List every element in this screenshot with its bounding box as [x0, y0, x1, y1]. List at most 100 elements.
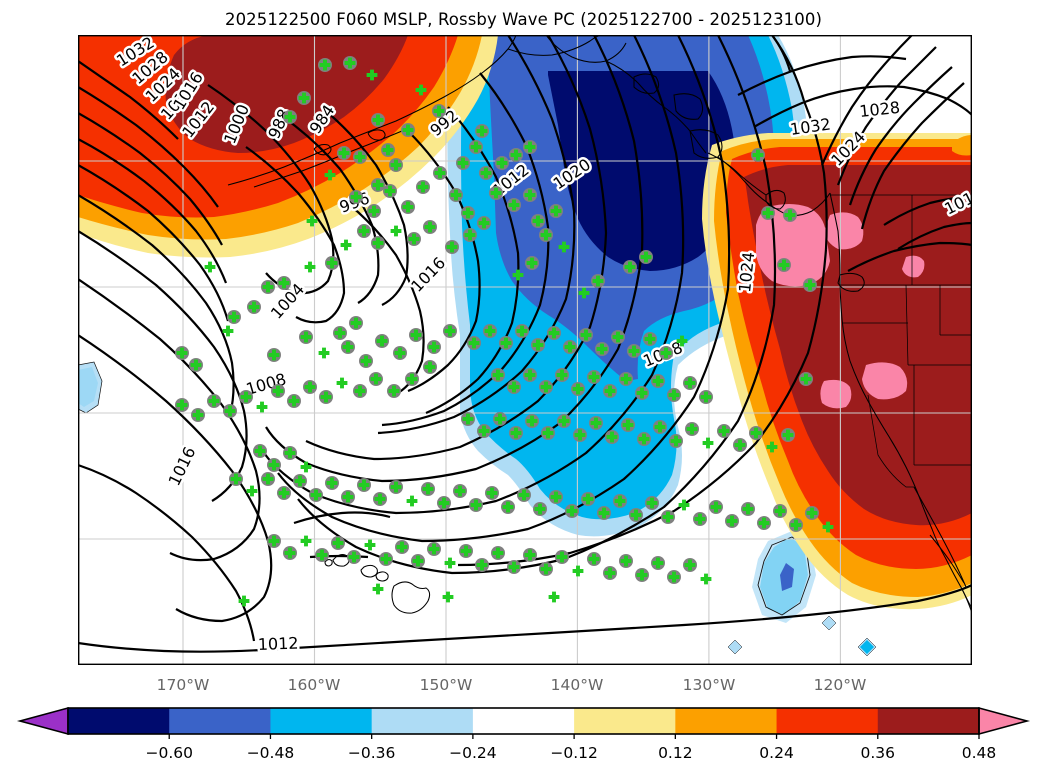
- colorbar-tick-label: −0.60: [145, 744, 193, 762]
- marker-plus: [524, 369, 536, 381]
- colorbar-band[interactable]: [776, 708, 879, 734]
- marker-plus: [526, 415, 538, 427]
- marker-plus: [588, 553, 600, 565]
- marker-plus: [556, 551, 568, 563]
- marker-plus: [480, 167, 492, 179]
- marker-plus: [228, 311, 240, 323]
- marker-plus: [548, 327, 560, 339]
- marker-plus: [550, 491, 562, 503]
- xtick-label-170W: 170°W: [156, 676, 210, 694]
- marker-plus: [438, 497, 450, 509]
- marker-plus: [604, 567, 616, 579]
- marker-plus: [638, 433, 650, 445]
- map-plot[interactable]: 1032103210281028102410241020102010161016…: [78, 35, 972, 665]
- marker-plus: [800, 373, 812, 385]
- marker-plus: [464, 229, 476, 241]
- marker-plus: [654, 421, 666, 433]
- marker-plus: [540, 381, 552, 393]
- marker-plus: [394, 347, 406, 359]
- marker-plus: [390, 225, 402, 237]
- map-axes[interactable]: 1032 1032 1028 1028 1024 1024 1020 1020 1016 1016…: [78, 35, 972, 694]
- marker-plus: [424, 221, 436, 233]
- marker-plus: [288, 395, 300, 407]
- marker-plus: [582, 493, 594, 505]
- marker-plus: [574, 429, 586, 441]
- colorbar-band[interactable]: [169, 708, 271, 734]
- colorbar-svg[interactable]: −0.60 −0.48 −0.36 −0.24 −0.12 0.12 0.24 0.36 0.4…: [0, 700, 1047, 765]
- xtick-label-120W: 120°W: [813, 676, 867, 694]
- marker-plus: [694, 513, 706, 525]
- colorbar-band[interactable]: [877, 708, 980, 734]
- marker-plus: [268, 459, 280, 471]
- marker-plus: [726, 515, 738, 527]
- marker-plus: [652, 375, 664, 387]
- marker-plus: [558, 415, 570, 427]
- marker-plus: [476, 125, 488, 137]
- marker-plus: [272, 385, 284, 397]
- marker-plus: [428, 341, 440, 353]
- coastlines: [227, 35, 972, 614]
- colorbar-band[interactable]: [371, 708, 474, 734]
- marker-plus: [344, 57, 356, 69]
- marker-plus: [508, 199, 520, 211]
- marker-plus: [354, 385, 366, 397]
- colorbar-tick-label: 0.48: [962, 744, 997, 762]
- marker-plus: [320, 391, 332, 403]
- marker-plus: [262, 281, 274, 293]
- marker-plus: [700, 573, 712, 585]
- marker-plus: [240, 391, 252, 403]
- colorbar-band[interactable]: [472, 708, 575, 734]
- marker-plus: [508, 381, 520, 393]
- marker-plus: [433, 105, 445, 117]
- marker-plus: [500, 337, 512, 349]
- marker-plus: [596, 343, 608, 355]
- marker-plus: [564, 341, 576, 353]
- marker-plus: [606, 431, 618, 443]
- marker-plus: [700, 391, 712, 403]
- marker-plus: [248, 301, 260, 313]
- marker-plus: [540, 229, 552, 241]
- colorbar-tick-label: −0.24: [449, 744, 497, 762]
- marker-plus: [750, 427, 762, 439]
- marker-plus: [450, 189, 462, 201]
- marker-plus: [676, 335, 688, 347]
- marker-plus: [494, 413, 506, 425]
- marker-plus: [590, 417, 602, 429]
- marker-plus: [580, 329, 592, 341]
- marker-plus: [300, 461, 312, 473]
- marker-plus: [518, 489, 530, 501]
- colorbar-band[interactable]: [574, 708, 676, 734]
- marker-plus: [668, 571, 680, 583]
- marker-plus: [734, 439, 746, 451]
- marker-plus: [406, 373, 418, 385]
- marker-plus: [592, 275, 604, 287]
- colorbar-extend-max[interactable]: [978, 706, 1031, 736]
- colorbar-band[interactable]: [675, 708, 777, 734]
- colorbar-tick-label: 0.12: [658, 744, 693, 762]
- marker-plus: [246, 485, 258, 497]
- marker-plus: [556, 369, 568, 381]
- marker-plus: [376, 335, 388, 347]
- marker-plus: [766, 441, 778, 453]
- colorbar-tick-label: 0.24: [759, 744, 794, 762]
- marker-plus: [624, 261, 636, 273]
- colorbar-band[interactable]: [68, 708, 170, 734]
- colorbar[interactable]: −0.60 −0.48 −0.36 −0.24 −0.12 0.12 0.24 0.36 0.4…: [0, 700, 1047, 765]
- marker-plus: [368, 205, 380, 217]
- marker-plus: [442, 591, 454, 603]
- marker-plus: [262, 473, 274, 485]
- marker-plus: [372, 179, 384, 191]
- marker-plus: [410, 329, 422, 341]
- xtick-label-150W: 150°W: [419, 676, 473, 694]
- colorbar-band[interactable]: [270, 708, 373, 734]
- marker-plus: [358, 479, 370, 491]
- marker-plus: [630, 509, 642, 521]
- marker-plus: [534, 503, 546, 515]
- colorbar-extend-min[interactable]: [16, 706, 69, 736]
- marker-plus: [684, 559, 696, 571]
- xtick-label-140W: 140°W: [550, 676, 604, 694]
- marker-plus: [316, 549, 328, 561]
- colorbar-tick-label: −0.36: [348, 744, 396, 762]
